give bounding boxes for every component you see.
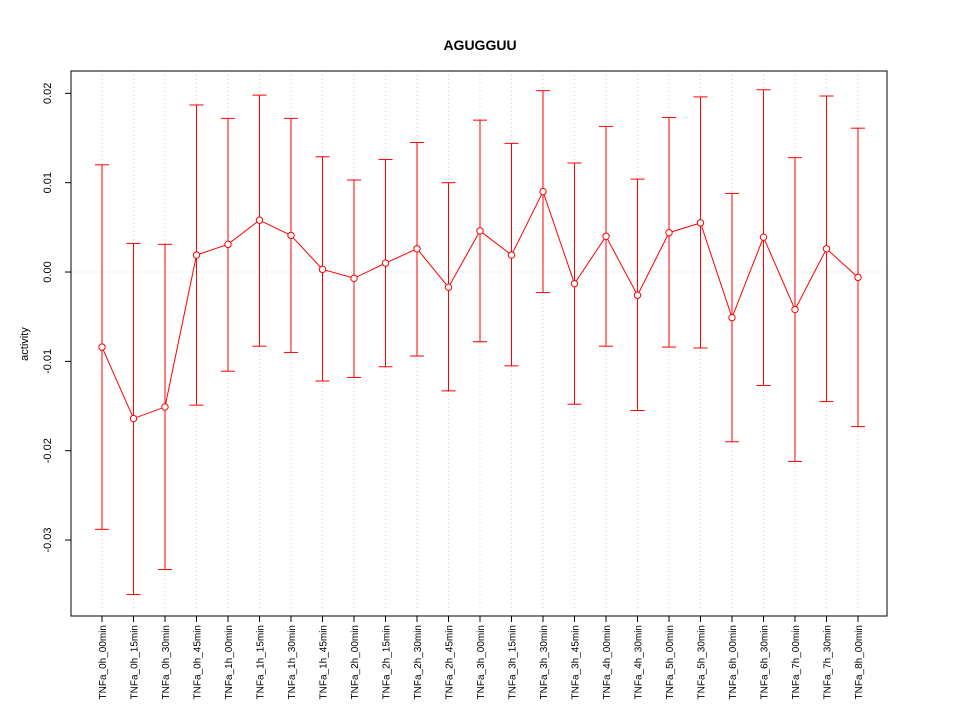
x-tick-label: TNFa_2h_15min (382, 625, 393, 699)
plot-frame (70, 70, 888, 617)
data-point (602, 232, 610, 240)
data-point (665, 229, 673, 237)
y-tick-label: -0.03 (42, 528, 54, 553)
data-point (255, 216, 264, 224)
x-tick-label: TNFa_6h_30min (760, 625, 771, 699)
data-point (350, 274, 358, 282)
data-point (287, 231, 295, 240)
y-tick-label: -0.01 (42, 349, 54, 374)
x-tick-label: TNFa_6h_00min (728, 625, 739, 699)
x-tick-label: TNFa_5h_30min (697, 625, 708, 699)
data-point (539, 187, 547, 196)
y-tick-label: 0.02 (42, 83, 54, 104)
data-point (161, 403, 169, 411)
x-tick-label: TNFa_2h_00min (350, 625, 361, 699)
chart-title: AGUGGUU (443, 37, 516, 53)
data-point (98, 343, 106, 351)
data-point (854, 273, 862, 282)
data-point (728, 313, 736, 322)
y-tick-label: -0.02 (42, 438, 54, 463)
x-tick-label: TNFa_2h_45min (445, 625, 456, 699)
x-tick-label: TNFa_3h_15min (508, 625, 519, 699)
data-point (476, 227, 484, 235)
data-point (381, 259, 390, 267)
data-point (224, 240, 232, 249)
x-tick-label: TNFa_8h_00min (854, 625, 865, 699)
y-axis-label: activity (19, 327, 31, 361)
x-tick-label: TNFa_3h_00min (476, 625, 487, 699)
y-tick-label: 0.01 (42, 172, 54, 193)
x-tick-label: TNFa_5h_00min (665, 625, 676, 699)
x-tick-label: TNFa_0h_45min (193, 625, 204, 699)
data-point (759, 233, 768, 241)
data-point (444, 283, 453, 291)
data-point (570, 279, 579, 288)
y-tick-label: 0.00 (42, 261, 54, 282)
data-point (413, 245, 421, 253)
x-tick-label: TNFa_1h_00min (224, 625, 235, 699)
x-tick-label: TNFa_0h_15min (130, 625, 141, 699)
data-point (192, 251, 201, 259)
data-point (696, 219, 705, 227)
x-tick-label: TNFa_1h_15min (256, 625, 267, 699)
data-point (791, 305, 799, 314)
x-tick-label: TNFa_4h_00min (602, 625, 613, 699)
x-tick-label: TNFa_0h_30min (161, 625, 172, 699)
axes-layer: -0.03 -0.02 -0.01 0.00 0.01 0.02 TNFa_0h_00min… (42, 83, 865, 700)
x-tick-label: TNFa_2h_30min (413, 625, 424, 699)
data-point (318, 265, 327, 274)
x-tick-label: TNFa_4h_30min (634, 625, 645, 699)
x-tick-label: TNFa_7h_00min (791, 625, 802, 699)
grid-layer (71, 71, 887, 616)
x-tick-label: TNFa_3h_30min (539, 625, 550, 699)
x-tick-label: TNFa_7h_30min (823, 625, 834, 699)
x-tick-label: TNFa_1h_30min (287, 625, 298, 699)
data-layer (95, 89, 865, 596)
data-point (507, 251, 516, 259)
x-tick-label: TNFa_0h_00min (98, 625, 109, 699)
x-tick-label: TNFa_3h_45min (571, 625, 582, 699)
data-point (129, 414, 138, 423)
data-point (822, 245, 831, 253)
x-tick-label: TNFa_1h_45min (319, 625, 330, 699)
data-point (633, 291, 642, 299)
